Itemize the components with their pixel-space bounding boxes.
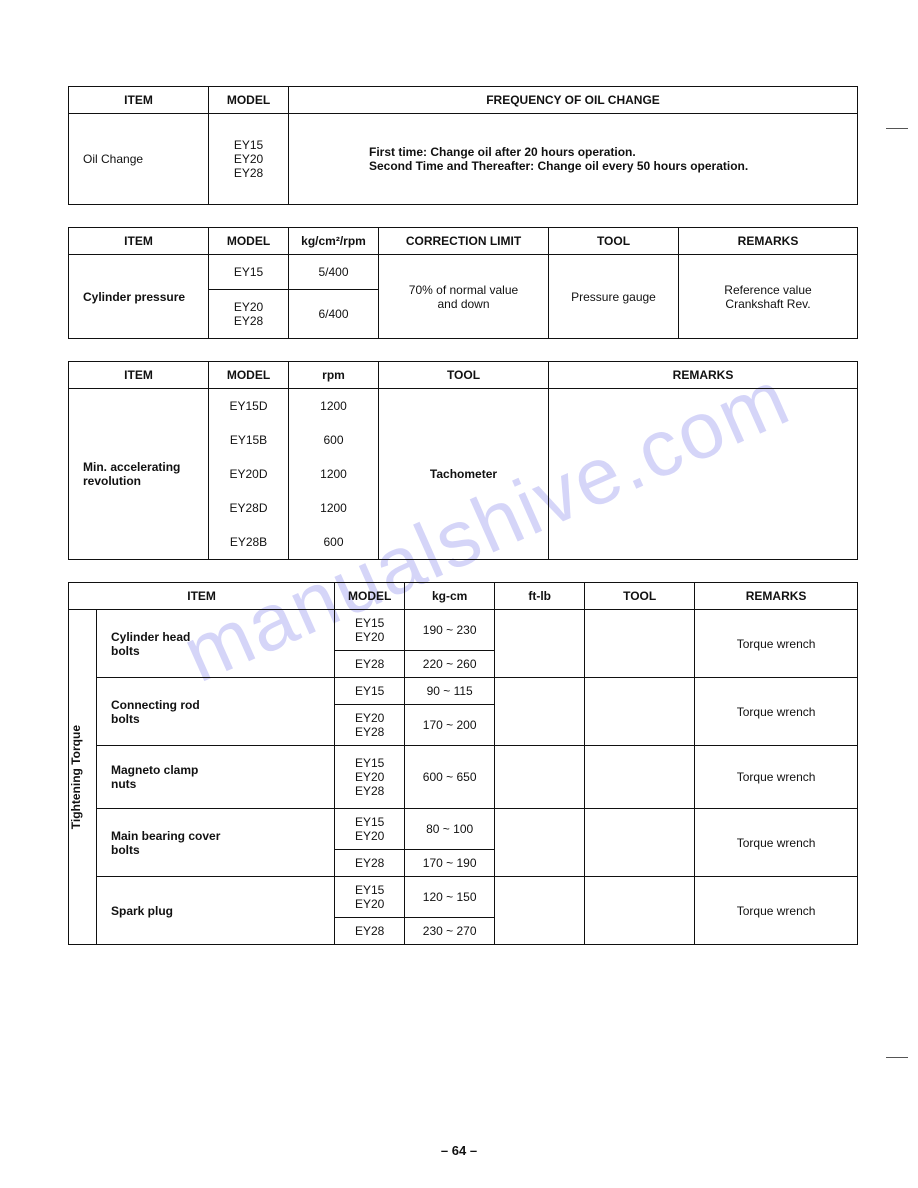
sidebar-label: Tightening Torque [69,725,83,829]
th-item: ITEM [69,87,209,114]
th-model: MODEL [209,87,289,114]
cell-rpm: 1200 [289,389,379,424]
th-remarks: REMARKS [679,228,858,255]
cell-kgcm: 80 ~ 100 [405,809,495,850]
cell-tool [585,877,695,945]
cell-kgcm: 170 ~ 200 [405,705,495,746]
cell-ftlb [495,877,585,945]
cell-kgcm: 230 ~ 270 [405,918,495,945]
cell-model: EY15 EY20 EY28 [335,746,405,809]
table-cylinder-pressure: ITEM MODEL kg/cm²/rpm CORRECTION LIMIT T… [68,227,858,339]
cell-ftlb [495,809,585,877]
th-tool: TOOL [585,583,695,610]
cell-rpm: 1200 [289,457,379,491]
page-number: – 64 – [0,1143,918,1158]
th-tool: TOOL [379,362,549,389]
th-corr: CORRECTION LIMIT [379,228,549,255]
cell-item: Min. accelerating revolution [69,389,209,560]
cell-model: EY15 [209,255,289,290]
th-freq: FREQUENCY OF OIL CHANGE [289,87,858,114]
th-ftlb: ft-lb [495,583,585,610]
cell-ftlb [495,678,585,746]
cell-model: EY15 EY20 [335,877,405,918]
cell-model: EY28B [209,525,289,560]
th-kgcm: kg/cm²/rpm [289,228,379,255]
cell-kgcm: 5/400 [289,255,379,290]
table-min-accel: ITEM MODEL rpm TOOL REMARKS Min. acceler… [68,361,858,560]
cell-rpm: 600 [289,525,379,560]
freq-line1: First time: Change oil after 20 hours op… [369,145,636,159]
cell-model: EY20D [209,457,289,491]
cell-model: EY15 [335,678,405,705]
cell-tool: Tachometer [379,389,549,560]
cell-item: Main bearing cover bolts [97,809,335,877]
th-tool: TOOL [549,228,679,255]
cell-tool [585,610,695,678]
cell-remarks: Torque wrench [695,877,858,945]
table-tightening-torque: ITEM MODEL kg-cm ft-lb TOOL REMARKS Tigh… [68,582,858,945]
cell-remarks: Torque wrench [695,746,858,809]
cell-kgcm: 120 ~ 150 [405,877,495,918]
cell-freq: First time: Change oil after 20 hours op… [289,114,858,205]
cell-corr: 70% of normal value and down [379,255,549,339]
cell-item: Magneto clamp nuts [97,746,335,809]
cell-tool [585,678,695,746]
cell-model: EY20 EY28 [335,705,405,746]
cell-tool [585,746,695,809]
cell-remarks: Torque wrench [695,678,858,746]
table-oil-change: ITEM MODEL FREQUENCY OF OIL CHANGE Oil C… [68,86,858,205]
th-model: MODEL [209,362,289,389]
cell-item: Cylinder pressure [69,255,209,339]
cell-model: EY15D [209,389,289,424]
th-model: MODEL [335,583,405,610]
cell-model: EY15B [209,423,289,457]
cell-kgcm: 6/400 [289,290,379,339]
th-remarks: REMARKS [549,362,858,389]
cell-kgcm: 90 ~ 115 [405,678,495,705]
cell-tool: Pressure gauge [549,255,679,339]
th-item: ITEM [69,362,209,389]
cell-item: Spark plug [97,877,335,945]
cell-remarks [549,389,858,560]
cell-model: EY15 EY20 [335,610,405,651]
cell-remarks: Reference value Crankshaft Rev. [679,255,858,339]
cell-model: EY28 [335,850,405,877]
cell-item: Oil Change [69,114,209,205]
cell-tool [585,809,695,877]
th-item: ITEM [69,583,335,610]
cell-item: Cylinder head bolts [97,610,335,678]
cell-remarks: Torque wrench [695,809,858,877]
cell-model: EY28D [209,491,289,525]
th-remarks: REMARKS [695,583,858,610]
cell-kgcm: 170 ~ 190 [405,850,495,877]
cell-ftlb [495,610,585,678]
th-model: MODEL [209,228,289,255]
freq-line2: Second Time and Thereafter: Change oil e… [369,159,748,173]
cell-model: EY15 EY20 EY28 [209,114,289,205]
cell-remarks: Torque wrench [695,610,858,678]
page-content: ITEM MODEL FREQUENCY OF OIL CHANGE Oil C… [0,0,918,945]
cell-model: EY28 [335,651,405,678]
page-mark [886,1057,908,1058]
cell-rpm: 1200 [289,491,379,525]
th-kgcm: kg-cm [405,583,495,610]
th-rpm: rpm [289,362,379,389]
cell-rpm: 600 [289,423,379,457]
cell-kgcm: 600 ~ 650 [405,746,495,809]
cell-item: Connecting rod bolts [97,678,335,746]
cell-ftlb [495,746,585,809]
cell-model: EY15 EY20 [335,809,405,850]
cell-model: EY28 [335,918,405,945]
cell-kgcm: 190 ~ 230 [405,610,495,651]
cell-kgcm: 220 ~ 260 [405,651,495,678]
cell-model: EY20 EY28 [209,290,289,339]
th-item: ITEM [69,228,209,255]
